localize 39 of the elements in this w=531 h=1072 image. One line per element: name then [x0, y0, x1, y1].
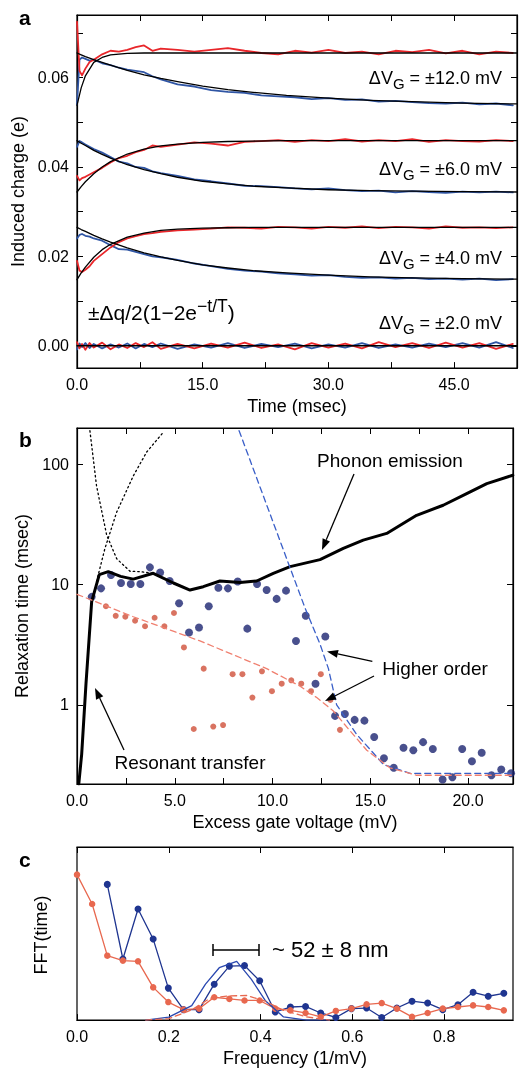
x-tick-label: 20.0: [452, 791, 484, 809]
x-axis-title: Frequency (1/mV): [222, 1048, 368, 1068]
x-axis-title: Excess gate voltage (mV): [192, 811, 398, 832]
x-tick-label: 0.6: [341, 1027, 364, 1045]
annotation: ±Δq/2(1−2e$^{−t/T}$): [88, 295, 235, 324]
x-tick-label: 10.0: [256, 791, 289, 809]
annotation: ΔV$_{G}$ = ±2.0 mV: [378, 313, 502, 337]
y-axis-title: FFT(time): [31, 895, 51, 975]
annotation: Phonon emission: [317, 449, 463, 471]
x-tick-label: 0.0: [65, 375, 89, 393]
y-tick-label: 0.00: [37, 337, 70, 355]
annotation: Higher order: [382, 657, 488, 679]
x-axis-title: Time (msec): [247, 396, 347, 416]
annotation: ΔV$_{G}$ = ±6.0 mV: [378, 159, 502, 183]
annotation: ~ 52 ± 8 nm: [272, 937, 389, 962]
y-tick-label: 100: [42, 455, 70, 473]
chart-title: a: [19, 6, 31, 29]
x-tick-label: 0.2: [157, 1027, 181, 1045]
y-tick-label: 0.06: [37, 69, 70, 87]
x-tick-label: 0.0: [65, 791, 89, 809]
y-tick-label: 1: [60, 696, 70, 714]
y-tick-label: 10: [51, 576, 70, 594]
chart-title: c: [19, 848, 31, 871]
y-axis-title: Relaxation time (msec): [12, 513, 33, 699]
x-tick-label: 15.0: [354, 791, 386, 809]
chart-title: b: [19, 428, 32, 451]
y-axis-title: Induced charge (e): [7, 116, 28, 268]
x-tick-label: 0.4: [249, 1027, 272, 1045]
x-tick-label: 15.0: [187, 375, 219, 393]
x-tick-label: 0.8: [433, 1027, 456, 1045]
annotation: Resonant transfer: [114, 751, 266, 773]
x-tick-label: 5.0: [163, 791, 186, 809]
y-tick-label: 0.04: [37, 158, 70, 176]
annotation: ΔV$_{G}$ = ±4.0 mV: [378, 248, 502, 272]
annotation: ΔV$_{G}$ = ±12.0 mV: [368, 68, 502, 92]
x-tick-label: 45.0: [438, 375, 470, 393]
x-tick-label: 30.0: [312, 375, 345, 393]
x-tick-label: 0.0: [65, 1027, 89, 1045]
y-tick-label: 0.02: [37, 247, 70, 265]
